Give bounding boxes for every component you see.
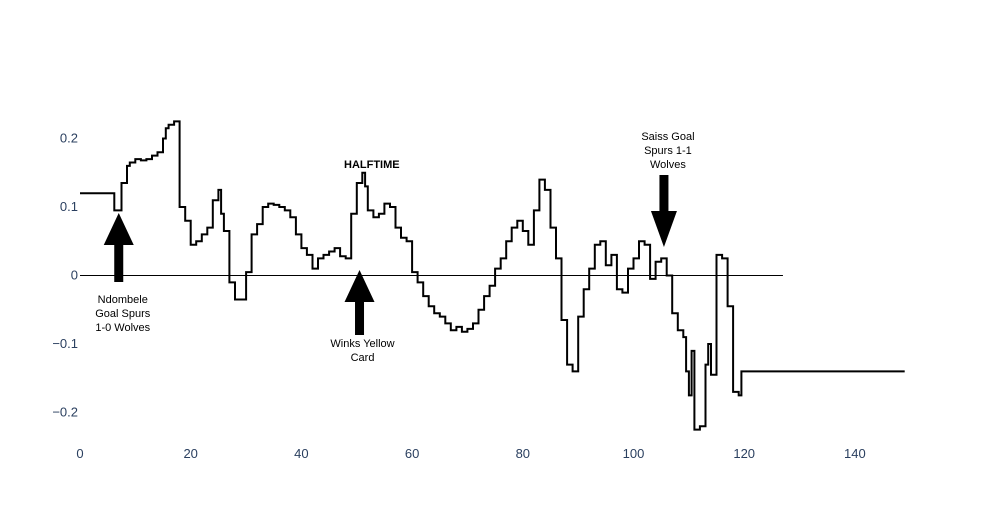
annotation-text-line: HALFTIME <box>344 159 400 171</box>
annotation-text-line: Goal Spurs <box>95 308 151 320</box>
momentum-series-line <box>80 120 905 431</box>
annotation-text-line: Spurs 1-1 <box>644 145 692 157</box>
annotation-text-line: Wolves <box>650 159 686 171</box>
arrow-up-icon <box>344 270 375 302</box>
arrow-shaft <box>355 301 365 335</box>
x-tick-label: 0 <box>76 446 83 461</box>
arrow-down-icon <box>650 211 677 247</box>
y-axis-tick-labels: −0.2 −0.1 0 0.1 0.2 <box>52 131 78 420</box>
annotation-3: Saiss Goal Spurs 1-1 Wolves <box>641 131 695 247</box>
y-tick-label: 0 <box>71 268 78 283</box>
y-tick-label: −0.1 <box>52 336 78 351</box>
annotation-text-line: Card <box>351 352 375 364</box>
x-tick-label: 40 <box>294 446 308 461</box>
y-tick-label: 0.2 <box>60 131 78 146</box>
x-tick-label: 100 <box>623 446 645 461</box>
x-tick-label: 80 <box>516 446 530 461</box>
y-tick-label: −0.2 <box>52 405 78 420</box>
arrow-shaft <box>114 244 124 282</box>
y-tick-label: 0.1 <box>60 199 78 214</box>
annotation-text-line: Saiss Goal <box>641 131 694 143</box>
x-axis-tick-labels: 0 20 40 60 80 100 120 140 <box>76 446 865 461</box>
annotation-0: Ndombele Goal Spurs 1-0 Wolves <box>95 213 151 334</box>
x-tick-label: 120 <box>733 446 755 461</box>
annotation-text-line: Winks Yellow <box>330 338 394 350</box>
annotation-2: HALFTIME <box>344 159 400 171</box>
x-tick-label: 60 <box>405 446 419 461</box>
annotation-text-line: Ndombele <box>98 294 148 306</box>
arrow-shaft <box>659 175 669 212</box>
annotation-text-line: 1-0 Wolves <box>95 322 150 334</box>
event-annotations: Ndombele Goal Spurs 1-0 Wolves Winks Yellow… <box>95 131 694 364</box>
arrow-up-icon <box>103 213 134 245</box>
annotation-1: Winks Yellow Card <box>330 270 395 364</box>
x-tick-label: 140 <box>844 446 866 461</box>
x-tick-label: 20 <box>183 446 197 461</box>
